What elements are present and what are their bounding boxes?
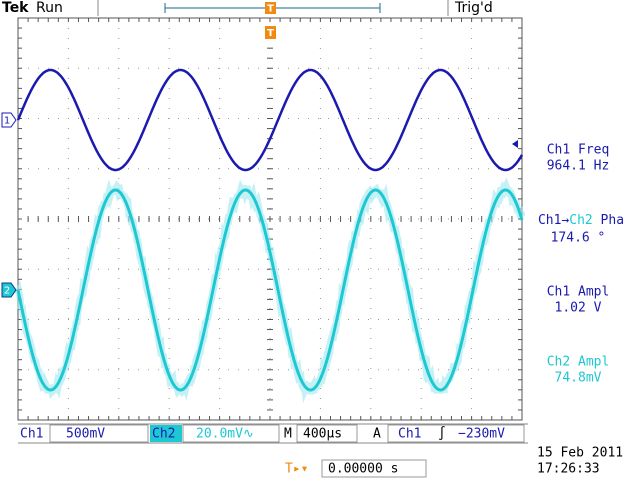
measurement-label: Ch1→Ch2 Pha [538, 213, 624, 228]
measurement-value: 174.6 ° [551, 231, 606, 246]
run-status: Run [36, 0, 63, 16]
graticule [18, 18, 522, 420]
measurement-value: 964.1 Hz [547, 159, 610, 174]
trigger-slope: ∫ [438, 426, 446, 442]
ch1-marker-label: 1 [4, 116, 10, 127]
label-part: → [561, 213, 569, 228]
ch2-scale: 20.0mV∿ [196, 427, 254, 442]
measurement-label: Ch2 Ampl [547, 355, 610, 370]
measurement-value: 1.02 V [555, 301, 602, 316]
trigger-label: A [373, 427, 381, 442]
horizontal-position-icon: T▸▾ [285, 462, 308, 477]
trigger-marker-label: T [267, 28, 274, 39]
date: 15 Feb 2011 [537, 446, 623, 461]
trigger-state: Trig'd [454, 0, 493, 16]
timebase: 400µs [303, 427, 342, 442]
ch1-label: Ch1 [20, 427, 43, 442]
trigger-level: −230mV [458, 427, 505, 442]
label-part: Ch1 [538, 213, 561, 228]
timebase-label: M [284, 427, 292, 442]
label-part: Pha [593, 213, 624, 228]
ch2-marker-label: 2 [4, 286, 10, 297]
brand: Tek [2, 0, 29, 16]
ch2-label: Ch2 [152, 427, 175, 442]
trigger-source: Ch1 [398, 427, 421, 442]
trigger-level-marker [512, 140, 518, 148]
label-part: Ch2 [569, 213, 592, 228]
measurement-value: 74.8mV [555, 371, 602, 386]
ch1-waveform [18, 70, 522, 170]
ch1-scale: 500mV [66, 427, 105, 442]
time: 17:26:33 [537, 462, 600, 477]
measurement-label: Ch1 Ampl [547, 285, 610, 300]
horizontal-position: 0.00000 s [328, 462, 398, 477]
measurement-label: Ch1 Freq [547, 143, 610, 158]
trigger-pos-label: T [267, 4, 274, 15]
